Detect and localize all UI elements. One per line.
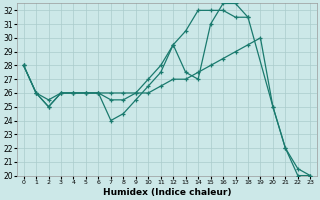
X-axis label: Humidex (Indice chaleur): Humidex (Indice chaleur) (103, 188, 231, 197)
